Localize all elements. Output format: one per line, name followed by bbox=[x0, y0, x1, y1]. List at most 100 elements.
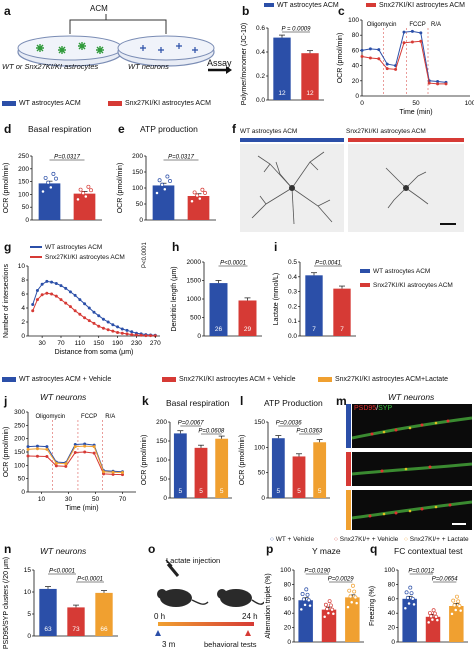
y-tick-label: 8 bbox=[21, 277, 25, 284]
p-value: P=0.0067 bbox=[178, 421, 205, 427]
data-point bbox=[347, 588, 352, 593]
series-point bbox=[54, 282, 58, 285]
series-point bbox=[377, 57, 381, 61]
neuron-image-wt bbox=[240, 144, 344, 232]
series-point bbox=[92, 451, 96, 455]
series-point bbox=[83, 444, 87, 448]
data-point bbox=[160, 182, 165, 187]
series-point bbox=[116, 325, 120, 329]
data-point bbox=[203, 190, 207, 195]
series-point bbox=[35, 289, 39, 292]
data-point bbox=[431, 608, 436, 613]
data-point bbox=[89, 188, 93, 193]
series-point bbox=[64, 286, 68, 290]
series-point bbox=[45, 291, 49, 295]
data-point bbox=[195, 193, 200, 198]
drug-label: FCCP bbox=[409, 22, 425, 28]
y-axis-label: Alternation triplet (%) bbox=[265, 573, 272, 638]
data-point bbox=[352, 589, 357, 594]
y-tick-label: 1000 bbox=[187, 296, 202, 303]
series-line bbox=[361, 30, 447, 83]
chart-k: 0 50 100 150 200 OCR (pmol/min) 5 5 5 P=0.0067 P=0… bbox=[141, 419, 232, 502]
y-tick-label: 150 bbox=[156, 438, 167, 445]
series-point bbox=[436, 82, 440, 86]
data-point bbox=[322, 614, 327, 619]
data-point bbox=[54, 176, 58, 181]
panel-p-title: Y maze bbox=[312, 546, 341, 556]
p-value: P=0.0029 bbox=[328, 577, 355, 583]
y-tick-label: 10 bbox=[18, 263, 26, 270]
series-point bbox=[111, 329, 115, 333]
data-point bbox=[304, 587, 309, 592]
data-point bbox=[306, 598, 311, 603]
bar bbox=[95, 592, 113, 636]
series-point bbox=[120, 327, 124, 331]
series-point bbox=[59, 284, 63, 288]
series-point bbox=[111, 470, 115, 474]
p-value: P=0.0190 bbox=[304, 569, 331, 575]
n-label: 12 bbox=[306, 90, 314, 97]
legend-i-ki: Snx27KI/KI astrocytes ACM bbox=[360, 282, 453, 289]
series-point bbox=[130, 330, 134, 334]
series-point bbox=[26, 454, 30, 458]
y-tick-label: 100 bbox=[280, 567, 291, 574]
panel-f-ki-bar bbox=[348, 138, 464, 142]
legend-wt-acm-row1: WT astrocytes ACM bbox=[2, 100, 81, 107]
p-value: P=0.0012 bbox=[408, 569, 435, 575]
series-point bbox=[73, 309, 77, 313]
bar bbox=[313, 442, 327, 498]
panel-q-title: FC contextual test bbox=[394, 546, 463, 556]
panel-a-schematic bbox=[8, 12, 238, 92]
data-point bbox=[305, 592, 310, 597]
bar bbox=[273, 37, 291, 100]
series-point bbox=[385, 67, 389, 71]
data-point bbox=[323, 602, 328, 607]
y-tick-label: 0 bbox=[163, 495, 167, 502]
x-tick-label: 10 bbox=[38, 496, 46, 503]
panel-letter-o: o bbox=[148, 542, 156, 556]
data-point bbox=[299, 607, 304, 612]
panel-j-title: WT neurons bbox=[40, 392, 87, 402]
legend-ki-acm-row1: Snx27KI/KI astrocytes ACM bbox=[108, 100, 211, 107]
bar bbox=[301, 53, 319, 100]
y-tick-label: 0 bbox=[21, 489, 25, 496]
panel-letter-c: c bbox=[338, 4, 345, 18]
series-point bbox=[111, 472, 115, 476]
panel-a-left-label: WT or Snx27KI/KI astrocytes bbox=[2, 62, 99, 71]
bar bbox=[305, 275, 323, 336]
neuron-image-ki bbox=[348, 144, 464, 232]
series-point bbox=[134, 333, 138, 337]
n-label: 63 bbox=[44, 626, 52, 633]
y-tick-label: 0.2 bbox=[288, 303, 297, 310]
data-point bbox=[165, 174, 170, 179]
micrograph-wt-vehicle: PSD95/SYP bbox=[352, 404, 472, 448]
bar bbox=[38, 183, 61, 220]
y-tick-label: 40 bbox=[284, 610, 292, 617]
series-point bbox=[97, 314, 101, 318]
series-point bbox=[360, 48, 364, 52]
panel-m-bar-red bbox=[346, 452, 351, 486]
data-point bbox=[430, 617, 435, 622]
data-point bbox=[426, 620, 431, 625]
series-point bbox=[410, 29, 414, 33]
micrograph-ki-lactate bbox=[352, 490, 472, 530]
micrograph-ki-vehicle bbox=[352, 452, 472, 486]
series-point bbox=[31, 303, 35, 306]
y-tick-label: 15 bbox=[24, 567, 32, 574]
series-point bbox=[35, 444, 39, 448]
y-axis-label: OCR (pmol/min) bbox=[3, 427, 10, 478]
y-tick-label: 0.2 bbox=[256, 73, 265, 80]
series-point bbox=[125, 332, 129, 336]
drug-label: Oligomycin bbox=[35, 414, 65, 420]
y-tick-label: 0 bbox=[287, 639, 291, 646]
panel-d-title: Basal respiration bbox=[28, 124, 92, 134]
x-tick-label: 190 bbox=[112, 340, 123, 347]
chart-l: 0 50 100 150 OCR (pmol/min) 5 5 5 P=0.0036 P=0.03… bbox=[239, 419, 330, 502]
series-line bbox=[32, 280, 156, 336]
data-point bbox=[43, 175, 48, 180]
y-tick-label: 200 bbox=[18, 166, 29, 173]
legend-ki-acm-top: Snx27KI/KI astrocytes ACM bbox=[366, 2, 465, 9]
series-point bbox=[444, 82, 448, 86]
data-point bbox=[434, 614, 439, 619]
panel-letter-q: q bbox=[370, 542, 378, 556]
